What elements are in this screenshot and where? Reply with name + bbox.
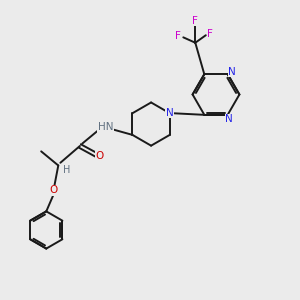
Text: HN: HN [98, 122, 113, 132]
Text: O: O [96, 152, 104, 161]
Text: F: F [192, 16, 198, 26]
Text: F: F [175, 31, 181, 41]
Text: H: H [63, 165, 70, 175]
Text: N: N [166, 108, 174, 118]
Text: F: F [207, 29, 213, 39]
Text: O: O [50, 185, 58, 195]
Text: N: N [225, 114, 233, 124]
Text: N: N [228, 67, 236, 77]
